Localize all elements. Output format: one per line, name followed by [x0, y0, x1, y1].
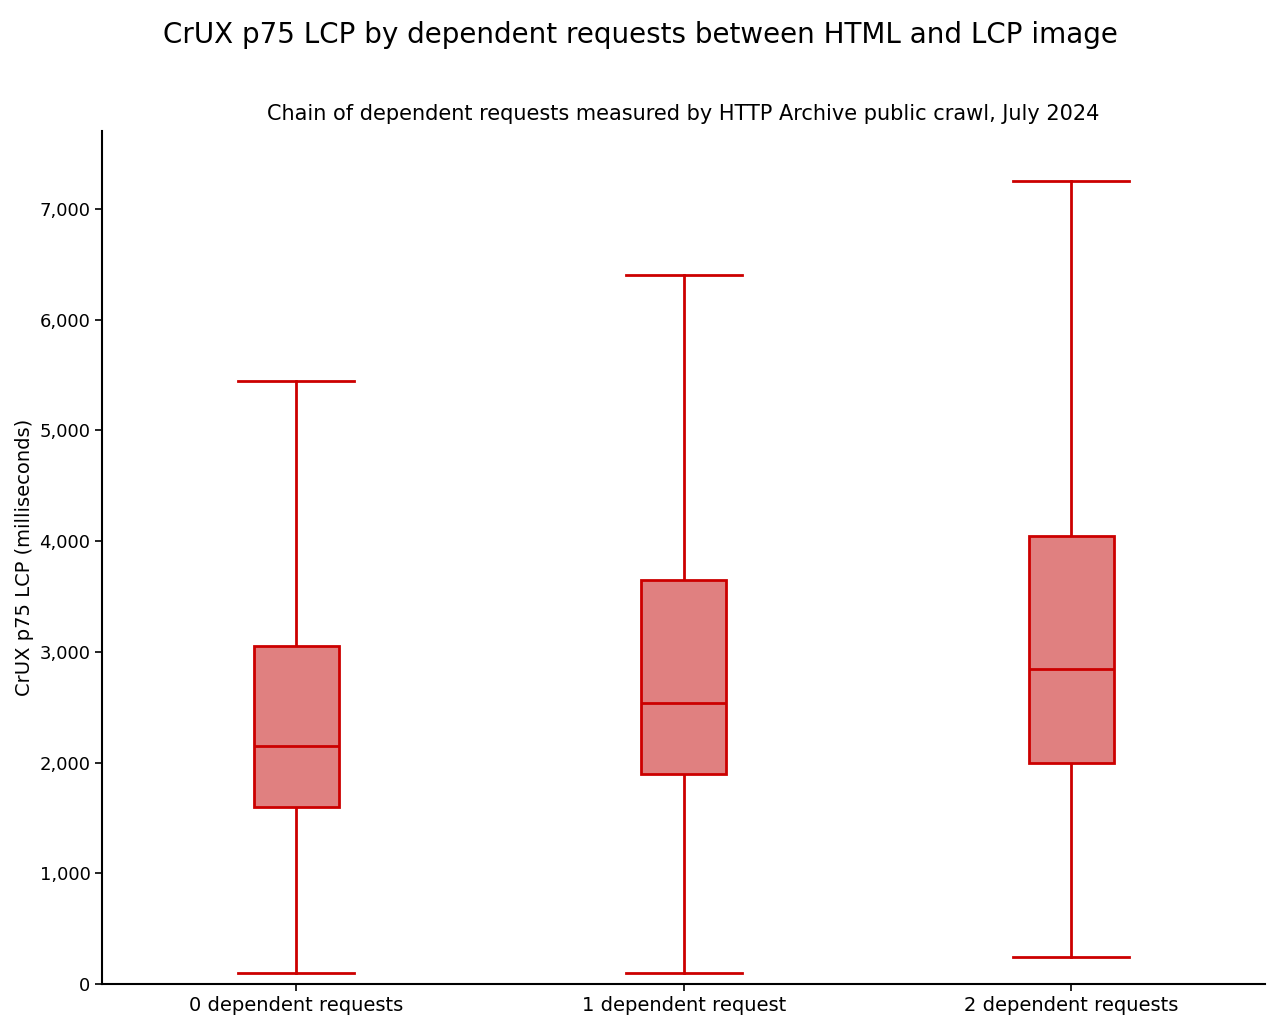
Bar	[253, 647, 339, 806]
Bar	[641, 580, 726, 774]
Y-axis label: CrUX p75 LCP (milliseconds): CrUX p75 LCP (milliseconds)	[15, 419, 35, 696]
Text: CrUX p75 LCP by dependent requests between HTML and LCP image: CrUX p75 LCP by dependent requests betwe…	[163, 21, 1117, 48]
Bar	[1029, 536, 1114, 762]
Title: Chain of dependent requests measured by HTTP Archive public crawl, July 2024: Chain of dependent requests measured by …	[268, 104, 1100, 125]
